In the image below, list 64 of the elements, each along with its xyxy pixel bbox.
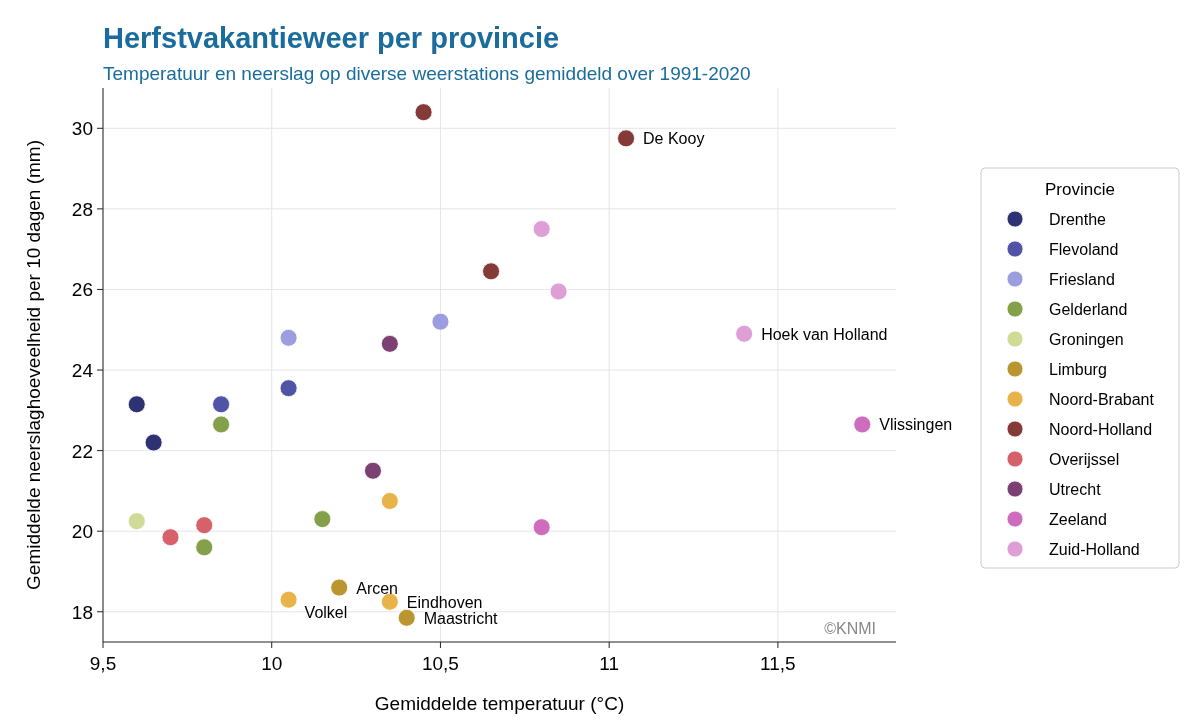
- point: [195, 538, 214, 557]
- point: [279, 328, 298, 347]
- point: [195, 516, 214, 535]
- annotation: Maastricht: [423, 609, 499, 627]
- legend-label: Flevoland: [1049, 241, 1119, 258]
- point: [549, 282, 568, 301]
- point: [313, 510, 332, 529]
- point: [532, 220, 551, 238]
- legend-title: Provincie: [1045, 180, 1115, 199]
- y-tick-label: 18: [71, 601, 93, 623]
- chart-title: Herfstvakantieweer per provincie: [103, 22, 560, 54]
- point: [532, 518, 551, 537]
- point: [161, 528, 180, 547]
- y-tick-label: 24: [71, 360, 94, 382]
- chart-subtitle: Temperatuur en neerslag op diverse weerstations gemiddeld over 1991-2020: [103, 63, 751, 84]
- point: [397, 608, 416, 627]
- point: [279, 590, 298, 609]
- point: [414, 103, 433, 122]
- point: [144, 433, 163, 452]
- point: [735, 324, 754, 343]
- legend-label: Gelderland: [1049, 301, 1128, 318]
- point: [431, 312, 450, 331]
- y-tick-label: 26: [71, 279, 93, 301]
- legend-label: Groningen: [1049, 331, 1124, 348]
- annotation: ©KNMI: [824, 620, 876, 637]
- point: [279, 379, 298, 398]
- x-axis-title: Gemiddelde temperatuur (°C): [374, 693, 625, 714]
- point: [380, 592, 399, 611]
- legend-label: Zuid-Holland: [1049, 541, 1140, 558]
- point: [617, 129, 635, 148]
- legend-label: Utrecht: [1049, 481, 1102, 498]
- legend-label: Drenthe: [1049, 211, 1107, 228]
- x-tick-label: 10: [261, 653, 283, 674]
- point: [127, 512, 146, 531]
- legend-label: Noord-Brabant: [1049, 391, 1155, 408]
- annotation: Eindhoven: [406, 593, 483, 611]
- legend-label: Zeeland: [1049, 511, 1107, 528]
- legend-label: Friesland: [1049, 271, 1115, 288]
- point: [853, 415, 872, 434]
- x-tick-label: 10,5: [421, 653, 459, 674]
- point: [212, 415, 231, 434]
- annotation: Arcen: [356, 579, 399, 597]
- x-tick-label: 9,5: [89, 653, 117, 674]
- point: [212, 395, 231, 414]
- point: [364, 461, 382, 480]
- x-tick-label: 11,5: [760, 653, 796, 674]
- legend-label: Limburg: [1049, 361, 1107, 378]
- annotation: De Kooy: [643, 130, 705, 148]
- x-tick-label: 11: [599, 653, 620, 674]
- point: [330, 578, 349, 597]
- legend-label: Noord-Holland: [1049, 421, 1153, 438]
- y-tick-label: 20: [71, 521, 93, 543]
- point: [380, 492, 399, 510]
- annotation: Volkel: [304, 603, 348, 621]
- legend-label: Overijssel: [1049, 451, 1120, 468]
- point: [380, 334, 399, 353]
- y-tick-label: 30: [71, 118, 93, 140]
- y-tick-label: 22: [71, 440, 93, 462]
- annotation: Hoek van Holland: [761, 325, 888, 343]
- point: [482, 262, 500, 281]
- annotation: Vlissingen: [879, 416, 953, 434]
- y-tick-label: 28: [71, 198, 93, 220]
- point: [127, 395, 146, 414]
- y-axis-title: Gemiddelde neerslaghoeveelheid per 10 dagen (mm): [23, 140, 44, 590]
